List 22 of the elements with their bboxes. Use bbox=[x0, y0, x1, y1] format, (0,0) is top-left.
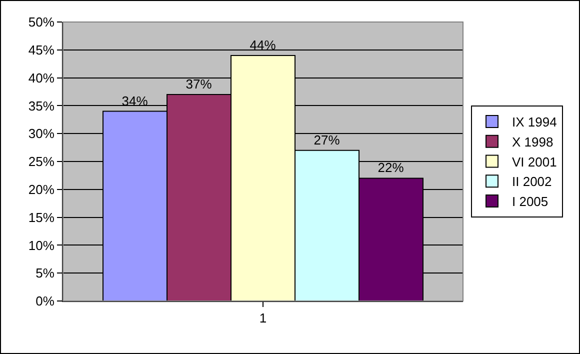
y-tick-label: 25% bbox=[28, 154, 55, 170]
data-label: 27% bbox=[314, 132, 340, 148]
legend-label: IX 1994 bbox=[512, 114, 557, 130]
y-tick-label: 20% bbox=[28, 182, 55, 197]
y-tick-label: 15% bbox=[28, 210, 55, 225]
y-tick-label: 5% bbox=[36, 266, 55, 281]
y-tick-label: 45% bbox=[28, 42, 55, 58]
y-tick-label: 30% bbox=[28, 126, 55, 142]
legend-label: X 1998 bbox=[512, 134, 554, 150]
y-tick-label: 0% bbox=[36, 294, 55, 309]
x-tick-label: 1 bbox=[259, 310, 267, 326]
y-tick-label: 35% bbox=[28, 98, 55, 114]
data-label: 44% bbox=[250, 37, 276, 52]
data-label: 37% bbox=[186, 76, 212, 92]
data-label: 22% bbox=[378, 160, 404, 176]
legend-label: II 2002 bbox=[512, 174, 552, 190]
legend-label: I 2005 bbox=[512, 194, 548, 210]
y-tick-label: 10% bbox=[28, 238, 55, 253]
legend-label: VI 2001 bbox=[512, 154, 557, 170]
data-label: 34% bbox=[122, 93, 148, 108]
y-tick-label: 50% bbox=[28, 14, 55, 30]
y-tick-label: 40% bbox=[28, 70, 55, 86]
